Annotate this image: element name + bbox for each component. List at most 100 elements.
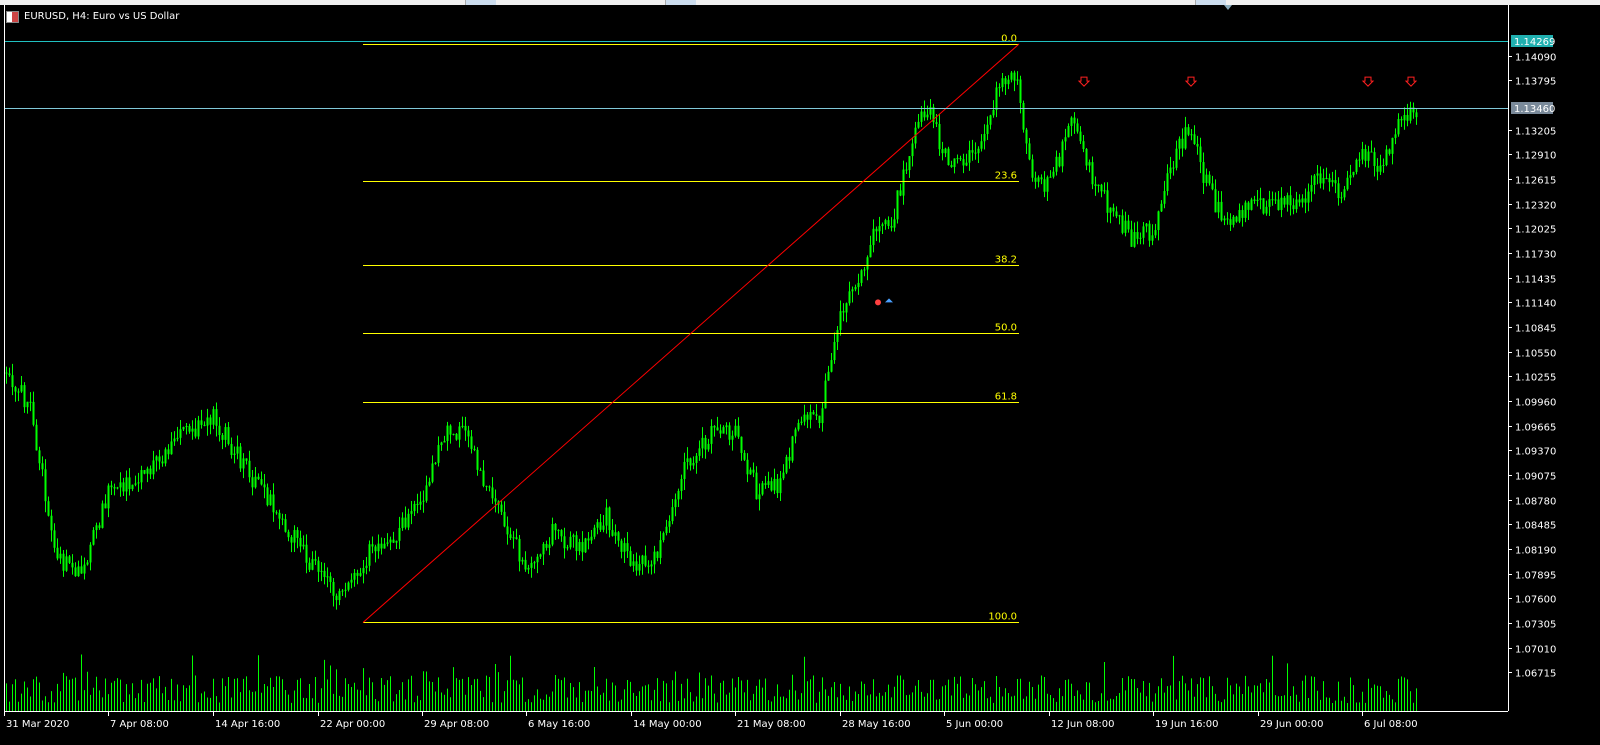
candle-body: [365, 565, 368, 569]
candle-body: [689, 458, 692, 466]
candle-body: [425, 485, 428, 501]
candle-body: [695, 455, 698, 463]
candle-body: [1349, 175, 1352, 178]
candle-body: [968, 150, 971, 163]
candle-body: [1076, 123, 1079, 132]
candle-body: [1034, 177, 1037, 182]
candle-body: [554, 523, 557, 531]
sell-arrow-icon: [1184, 76, 1198, 87]
candle-body: [308, 562, 311, 570]
time-tick-label: 12 Jun 08:00: [1051, 719, 1115, 730]
candle-body: [476, 449, 479, 470]
candle-body: [500, 504, 503, 512]
candle-body: [1256, 199, 1259, 201]
candle-body: [335, 595, 338, 601]
candle-body: [1346, 177, 1349, 190]
candle-body: [320, 570, 323, 572]
candle-body: [1370, 151, 1373, 153]
price-tick-label: 1.11435: [1515, 275, 1556, 286]
candle-body: [227, 427, 230, 445]
candle-body: [938, 124, 941, 150]
toolbar-strip: [0, 0, 1600, 5]
candle-body: [1169, 167, 1172, 174]
candle-body: [1094, 184, 1097, 187]
candle-body: [1238, 210, 1241, 222]
candle-body: [1181, 138, 1184, 149]
candle-body: [1088, 162, 1091, 166]
sell-arrow-icon: [1077, 76, 1091, 87]
candle-body: [1376, 166, 1379, 172]
candle-body: [1127, 220, 1130, 230]
candle-body: [839, 311, 842, 331]
candle-body: [521, 559, 524, 562]
candle-body: [1361, 149, 1364, 160]
candle-body: [1061, 141, 1064, 167]
candle-body: [344, 589, 347, 591]
candle-body: [50, 515, 53, 531]
candle-body: [956, 158, 959, 160]
candle-body: [1412, 107, 1415, 113]
candle-body: [404, 517, 407, 528]
candle-body: [410, 511, 413, 514]
candle-body: [179, 429, 182, 438]
candle-body: [650, 564, 653, 567]
candle-body: [836, 330, 839, 342]
candle-body: [278, 512, 281, 519]
candle-body: [29, 401, 32, 403]
candle-body: [47, 501, 50, 516]
candle-body: [875, 228, 878, 232]
candle-body: [392, 539, 395, 543]
candle-body: [71, 562, 74, 568]
price-tick-label: 1.07895: [1515, 571, 1556, 582]
candle-body: [821, 408, 824, 424]
candle-body: [455, 433, 458, 440]
candle-body: [1040, 177, 1043, 180]
candle-body: [572, 535, 575, 537]
candle-body: [1232, 216, 1235, 225]
candle-body: [1085, 149, 1088, 166]
candle-body: [1217, 201, 1220, 213]
candle-body: [842, 311, 845, 313]
price-tick-label: 1.09960: [1515, 398, 1556, 409]
candle-body: [1052, 171, 1055, 177]
candle-body: [1274, 199, 1277, 201]
candle-body: [671, 507, 674, 522]
toolbar-tab[interactable]: [465, 0, 496, 5]
candle-body: [143, 470, 146, 474]
candle-body: [293, 530, 296, 543]
fib-level-label: 61.8: [995, 392, 1017, 403]
sell-marker-icon: [875, 299, 881, 306]
candle-body: [35, 424, 38, 451]
candle-body: [266, 487, 269, 506]
toolbar-tab[interactable]: [1195, 0, 1226, 5]
candle-body: [725, 425, 728, 428]
candle-body: [65, 556, 68, 571]
candle-body: [788, 456, 791, 461]
candle-body: [1403, 114, 1406, 121]
candle-body: [782, 472, 785, 479]
chart-window-icon[interactable]: [6, 11, 19, 23]
candle-body: [758, 494, 761, 500]
candle-body: [1358, 159, 1361, 161]
candle-body: [566, 547, 569, 549]
candle-body: [176, 437, 179, 439]
price-chart[interactable]: 0.0 23.6 38.2 50.0 61.8 100.0 1.14090 1.13795 1…: [0, 5, 1600, 745]
candle-body: [1058, 156, 1061, 167]
toolbar-tab[interactable]: [665, 0, 696, 5]
time-tick-label: 21 May 08:00: [737, 719, 806, 730]
candle-body: [95, 525, 98, 531]
candle-body: [806, 414, 809, 420]
candle-body: [527, 567, 530, 570]
candle-body: [446, 425, 449, 441]
candle-body: [161, 461, 164, 464]
candle-body: [1340, 197, 1343, 199]
candle-body: [41, 463, 44, 470]
candle-body: [545, 543, 548, 548]
candle-body: [890, 225, 893, 228]
candle-body: [818, 415, 821, 424]
candle-body: [68, 556, 71, 563]
shift-marker-icon: [1224, 5, 1232, 10]
candle-body: [614, 532, 617, 536]
candle-body: [1265, 206, 1268, 214]
